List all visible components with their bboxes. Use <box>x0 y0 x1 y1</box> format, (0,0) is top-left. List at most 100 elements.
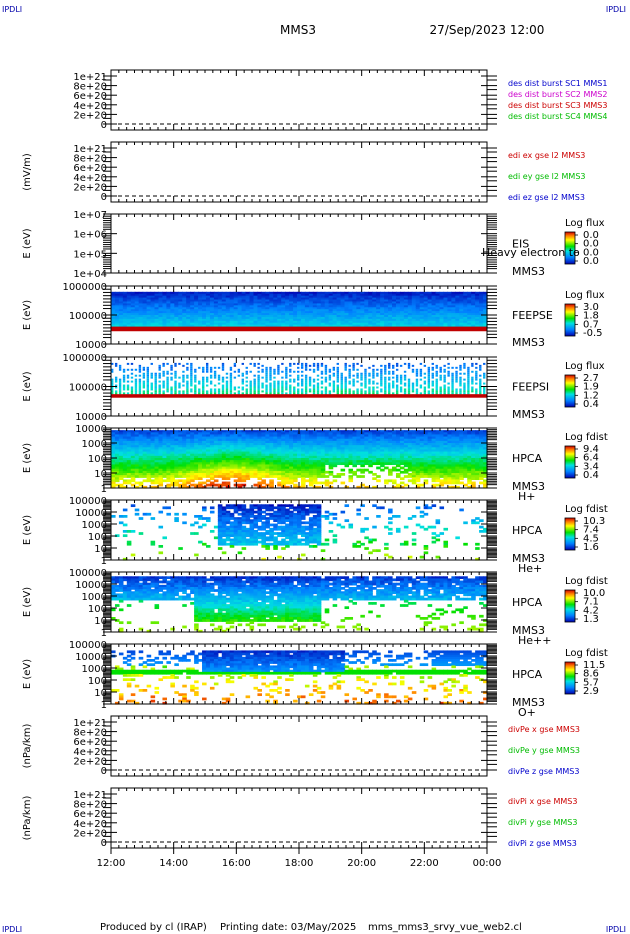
spectrogram-cell <box>411 466 417 470</box>
spectrogram-cell <box>395 485 401 489</box>
spectrogram-cell <box>427 445 433 448</box>
spectrogram-cell <box>289 445 294 448</box>
spectrogram-cell <box>384 451 389 455</box>
spectrogram-cell <box>368 460 373 463</box>
spectrogram-cell <box>122 466 128 470</box>
spectrogram-cell <box>150 372 153 375</box>
spectrogram-cell <box>300 436 306 440</box>
spectrogram-cell <box>150 386 153 389</box>
spectrogram-cell <box>439 466 445 470</box>
spectrogram-cell <box>225 386 229 389</box>
spectrogram-cell <box>217 297 223 301</box>
spectrogram-cell <box>459 320 464 324</box>
spectrogram-cell <box>455 309 460 312</box>
spectrogram-cell <box>304 322 310 326</box>
spectrogram-cell <box>439 295 445 299</box>
spectrogram-cell <box>372 380 375 383</box>
spectrogram-cell <box>356 436 361 440</box>
spectrogram-cell <box>114 477 120 481</box>
spectrogram-cell <box>376 466 381 470</box>
spectrogram-cell <box>178 384 181 387</box>
spectrogram-cell <box>253 299 259 303</box>
spectrogram-cell <box>209 434 215 438</box>
spectrogram-cell <box>118 460 124 463</box>
spectrogram-cell <box>395 364 399 367</box>
spectrogram-cell <box>253 382 256 385</box>
spectrogram-cell <box>431 464 437 468</box>
spectrogram-cell <box>475 374 478 377</box>
spectrogram-cell <box>265 318 270 322</box>
spectrogram-cell <box>269 447 274 451</box>
spectrogram-cell <box>304 464 310 468</box>
spectrogram-cell <box>340 458 346 461</box>
spectrogram-cell <box>467 318 472 322</box>
spectrogram-cell <box>277 432 282 436</box>
spectrogram-cell <box>320 481 326 485</box>
spectrogram-cell <box>194 485 199 489</box>
spectrogram-cell <box>360 305 365 308</box>
spectrogram-cell <box>368 451 373 455</box>
spectrogram-cell <box>158 305 164 308</box>
spectrogram-cell <box>237 455 243 459</box>
spectrogram-cell <box>221 380 225 383</box>
spectrogram-cell <box>221 299 227 303</box>
spectrogram-cell <box>376 291 381 295</box>
spectrogram-cell <box>170 322 175 326</box>
spectrogram-cell <box>403 307 409 310</box>
spectrogram-cell <box>198 297 203 301</box>
spectrogram-cell <box>300 366 304 369</box>
spectrogram-cell <box>297 370 300 373</box>
spectrogram-cell <box>439 322 445 326</box>
spectrogram-cell <box>281 316 286 320</box>
spectrogram-cell <box>407 378 411 381</box>
spectrogram-cell <box>150 384 153 387</box>
spectrogram-cell <box>447 388 450 391</box>
spectrogram-cell <box>245 303 251 306</box>
spectrogram-cell <box>154 453 160 457</box>
spectrogram-cell <box>114 316 120 320</box>
spectrogram-cell <box>186 468 191 472</box>
spectrogram-cell <box>245 462 251 466</box>
spectrogram-cell <box>360 464 365 468</box>
spectrogram-cell <box>388 468 393 472</box>
spectrogram-cell <box>205 378 209 381</box>
spectrogram-cell <box>170 458 175 461</box>
spectrogram-cell <box>205 295 211 299</box>
spectrogram-cell <box>170 477 175 481</box>
spectrogram-cell <box>237 368 241 371</box>
spectrogram-cell <box>451 307 456 310</box>
spectrogram-cell <box>217 291 223 295</box>
spectrogram-cell <box>332 384 336 387</box>
spectrogram-cell <box>316 430 322 433</box>
spectrogram-cell <box>372 386 375 389</box>
spectrogram-cell <box>360 470 365 474</box>
spectrogram-cell <box>293 447 298 451</box>
spectrogram-cell <box>241 382 244 385</box>
spectrogram-cell <box>249 392 252 395</box>
spectrogram-cell <box>423 449 429 453</box>
spectrogram-cell <box>411 386 415 389</box>
spectrogram-cell <box>360 364 363 367</box>
spectrogram-cell <box>324 458 330 461</box>
spectrogram-cell <box>308 483 314 487</box>
spectrogram-cell <box>225 392 229 395</box>
spectrogram-cell <box>194 438 199 442</box>
spectrogram-cell <box>269 301 274 304</box>
spectrogram-cell <box>138 309 144 312</box>
spectrogram-cell <box>384 366 387 369</box>
spectrogram-cell <box>186 301 191 304</box>
spectrogram-cell <box>237 390 241 393</box>
spectrogram-cell <box>142 303 148 306</box>
spectrogram-cell <box>316 368 320 371</box>
spectrogram-cell <box>162 303 168 306</box>
spectrogram-cell <box>308 293 314 297</box>
spectrogram-cell <box>344 485 350 489</box>
spectrogram-cell <box>162 307 168 310</box>
spectrogram-cell <box>170 311 175 314</box>
spectrogram-cell <box>415 462 421 466</box>
spectrogram-cell <box>324 462 330 466</box>
spectrogram-cell <box>198 449 203 453</box>
spectrogram-cell <box>360 322 365 326</box>
spectrogram-cell <box>166 313 171 316</box>
spectrogram-cell <box>336 370 339 373</box>
